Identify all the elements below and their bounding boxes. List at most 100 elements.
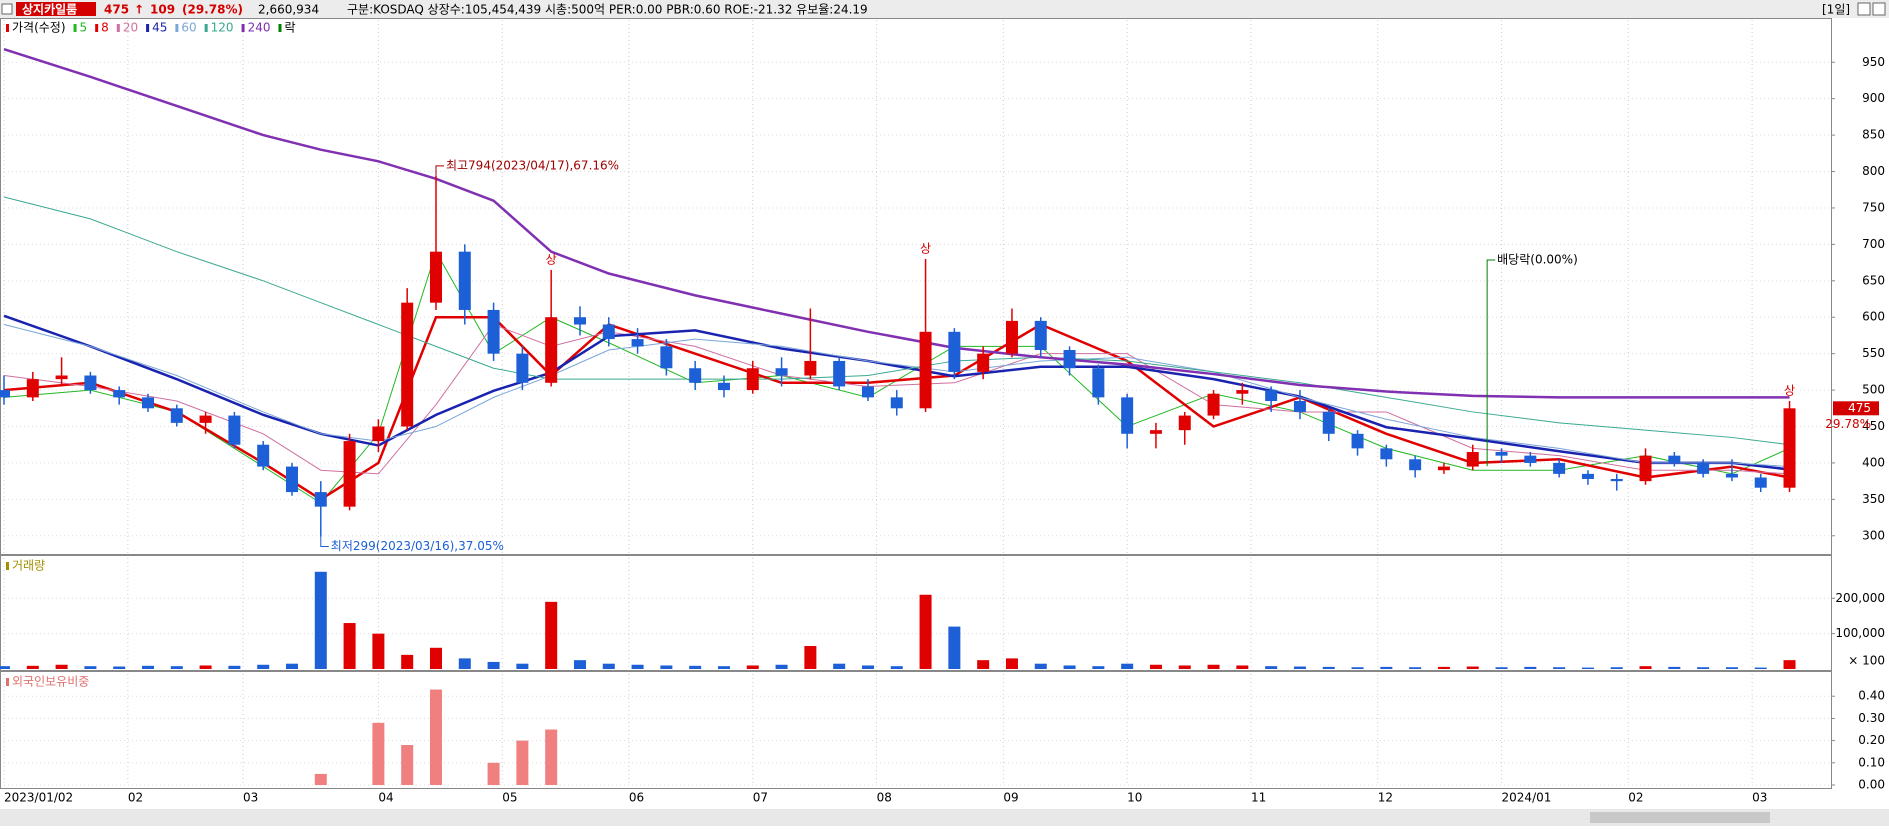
bar <box>487 661 500 669</box>
candle-body <box>1409 459 1422 471</box>
bar <box>775 664 788 669</box>
bar <box>372 633 385 669</box>
candle-body <box>1092 368 1105 398</box>
y-tick-label: 0.20 <box>1858 733 1885 747</box>
bar <box>1783 660 1796 669</box>
bar <box>689 665 702 669</box>
x-tick-label: 08 <box>877 791 892 805</box>
scroll-thumb[interactable] <box>1590 812 1770 823</box>
bar <box>1725 667 1738 669</box>
candle-body <box>1581 473 1594 479</box>
bar <box>977 660 990 669</box>
bar <box>1149 664 1162 669</box>
candle-body <box>1293 401 1306 412</box>
candle-body <box>861 386 874 398</box>
header-bar <box>0 0 1889 18</box>
foreign-panel <box>0 671 1832 789</box>
volume-panel <box>0 555 1832 671</box>
candle-body <box>919 331 932 409</box>
candle-body <box>516 353 529 383</box>
candle-body <box>631 339 644 347</box>
candle-body <box>1495 452 1508 456</box>
bar <box>1121 663 1134 669</box>
annotation-low: 최저299(2023/03/16),37.05% <box>331 539 504 553</box>
limit-up-mark: 상 <box>920 241 931 255</box>
candle-body <box>343 441 356 507</box>
candle-body <box>1524 455 1537 463</box>
candle-body <box>26 379 39 398</box>
bar <box>804 646 817 669</box>
bar <box>573 660 586 669</box>
bar <box>1322 666 1335 669</box>
bar <box>429 689 442 785</box>
bar <box>401 745 414 785</box>
annotation-ex-dividend: 배당락(0.00%) <box>1497 253 1578 267</box>
y-tick-label: 0.30 <box>1858 711 1885 725</box>
bar <box>141 665 154 669</box>
x-tick-label: 2023/01/02 <box>4 791 73 805</box>
x-tick-label: 06 <box>629 791 644 805</box>
x-tick-label: 03 <box>243 791 258 805</box>
x-tick-label: 02 <box>1628 791 1643 805</box>
ex-dividend-line <box>1486 259 1496 467</box>
limit-up-mark: 상 <box>546 252 557 266</box>
bar <box>1236 665 1249 669</box>
volume: 2,660,934 <box>258 3 319 17</box>
candle-body <box>314 492 327 507</box>
candle-body <box>1437 466 1450 471</box>
close-button[interactable] <box>1872 2 1886 16</box>
candle-body <box>1351 433 1364 449</box>
window-button[interactable] <box>1857 2 1871 16</box>
bar <box>199 665 212 669</box>
legend-label: 5 <box>80 21 88 35</box>
legend-label: 8 <box>101 21 109 35</box>
candle-body <box>84 375 97 391</box>
period[interactable]: [1일] <box>1822 3 1850 17</box>
bar <box>1639 666 1652 669</box>
bar <box>1207 664 1220 669</box>
legend-swatch <box>204 24 208 32</box>
bar <box>314 773 327 785</box>
candle-body <box>1005 320 1018 354</box>
stock-info: 구분:KOSDAQ 상장수:105,454,439 시총:500억 PER:0.… <box>347 3 868 17</box>
bar <box>113 666 126 669</box>
bar <box>1466 666 1479 669</box>
candle-body <box>1754 477 1767 488</box>
bar <box>343 623 356 669</box>
bar <box>1697 667 1710 669</box>
candle-body <box>487 309 500 354</box>
legend-label: 락 <box>284 21 295 35</box>
y-tick-label: 900 <box>1862 91 1885 105</box>
last-price-box <box>1833 401 1879 416</box>
candle-body <box>1034 320 1047 351</box>
candle-body <box>0 390 10 398</box>
y-tick-label: 550 <box>1862 346 1885 360</box>
panel-frames <box>0 18 1832 789</box>
y-tick-label: 0.40 <box>1858 689 1885 703</box>
candle-body <box>775 368 788 376</box>
bar <box>1092 666 1105 669</box>
menu-box[interactable] <box>1 3 13 15</box>
bar <box>429 647 442 669</box>
legend-swatch <box>73 24 77 32</box>
legend-swatch <box>116 24 120 32</box>
candle-body <box>199 415 212 423</box>
candle-body <box>573 317 586 325</box>
candle-body <box>285 466 298 493</box>
y-tick-label: 850 <box>1862 128 1885 142</box>
stock-name-box[interactable] <box>16 2 96 16</box>
y-tick-label: 800 <box>1862 164 1885 178</box>
bar <box>1581 667 1594 669</box>
scrollbar[interactable] <box>0 809 1889 826</box>
bar <box>516 663 529 669</box>
x-tick-label: 10 <box>1127 791 1142 805</box>
change-pct: (29.78%) <box>182 3 243 17</box>
x-tick-label: 09 <box>1003 791 1018 805</box>
y-tick-label: 0.10 <box>1858 755 1885 769</box>
legend-swatch <box>6 24 9 32</box>
candle-body <box>717 382 730 391</box>
bar <box>1293 666 1306 669</box>
candle-body <box>1380 448 1393 460</box>
